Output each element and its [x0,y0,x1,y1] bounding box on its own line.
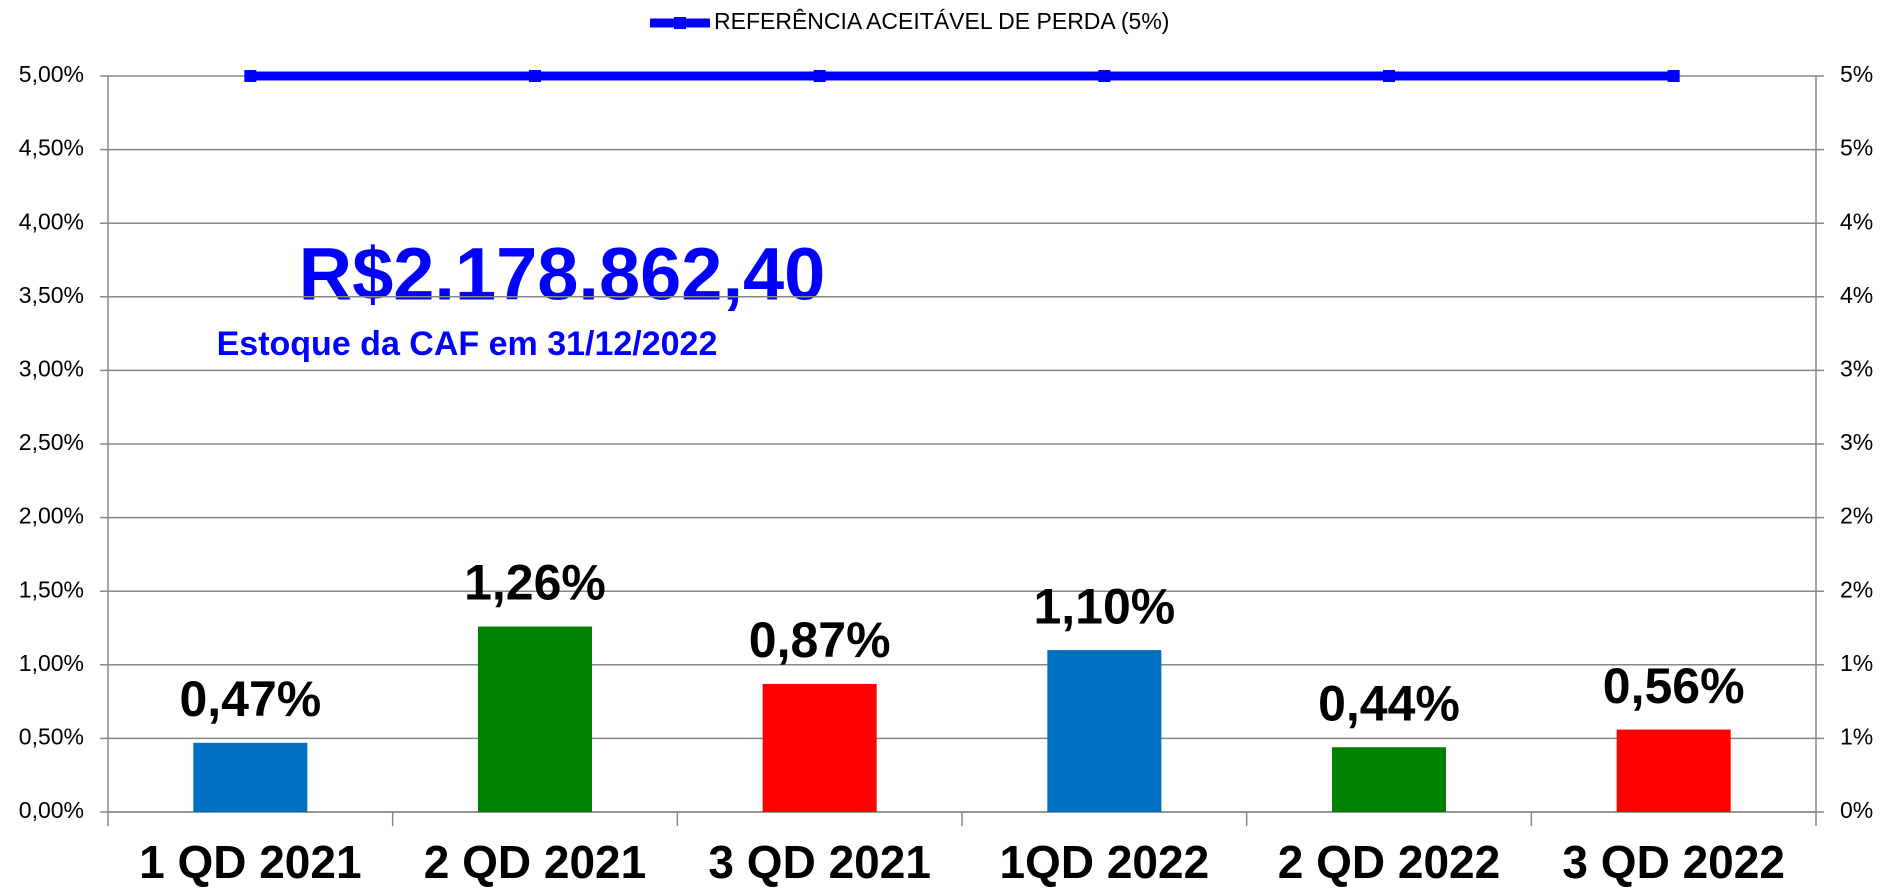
line-marker [529,70,541,82]
x-tick-label: 2 QD 2022 [1278,836,1500,888]
bar [1047,650,1162,812]
bar [1332,747,1446,812]
bar [478,626,592,812]
y2-tick-label: 1% [1840,650,1873,676]
y2-tick-label: 1% [1840,723,1873,749]
y-tick-label: 2,50% [19,429,84,455]
y-tick-label: 3,50% [19,282,84,308]
value-label: 1,10% [1033,578,1175,634]
line-marker [244,70,257,82]
y-tick-label: 0,50% [19,723,84,749]
legend-label: REFERÊNCIA ACEITÁVEL DE PERDA (5%) [714,8,1169,34]
y2-tick-label: 4% [1840,208,1873,234]
value-label: 1,26% [464,555,606,611]
legend-marker [674,17,686,29]
x-tick-label: 3 QD 2022 [1562,836,1784,888]
y2-tick-label: 2% [1840,576,1873,602]
y2-tick-label: 5% [1840,135,1873,161]
y-tick-label: 5,00% [19,61,84,87]
y-tick-label: 3,00% [19,355,84,381]
y2-tick-label: 3% [1840,429,1873,455]
y2-tick-label: 2% [1840,503,1873,529]
line-marker [1383,70,1395,82]
grid [108,75,1816,813]
value-label: 0,44% [1318,675,1460,731]
value-label: 0,87% [749,612,891,668]
y-tick-label: 2,00% [19,503,84,529]
value-label: 0,56% [1603,658,1745,714]
x-tick-label: 1QD 2022 [999,836,1209,888]
y-tick-label: 1,00% [19,650,84,676]
annotation-note: Estoque da CAF em 31/12/2022 [217,325,718,363]
y-tick-label: 4,00% [19,208,84,234]
x-tick-label: 1 QD 2021 [139,836,361,888]
bar [193,742,308,812]
x-tick-label: 3 QD 2021 [708,836,930,888]
annotation-amount: R$2.178.862,40 [299,233,826,316]
y2-tick-label: 3% [1840,355,1873,381]
y2-tick-label: 4% [1840,282,1873,308]
y-tick-label: 1,50% [19,576,84,602]
line-marker [813,70,826,82]
bar [1616,729,1731,812]
y-tick-label: 0,00% [19,797,84,823]
line-marker [1098,70,1111,82]
y2-tick-label: 5% [1840,61,1873,87]
y2-tick-label: 0% [1840,797,1873,823]
line-marker [1667,70,1680,82]
x-tick-label: 2 QD 2021 [424,836,646,888]
y-tick-label: 4,50% [19,135,84,161]
value-label: 0,47% [179,671,321,727]
bar [762,683,877,812]
